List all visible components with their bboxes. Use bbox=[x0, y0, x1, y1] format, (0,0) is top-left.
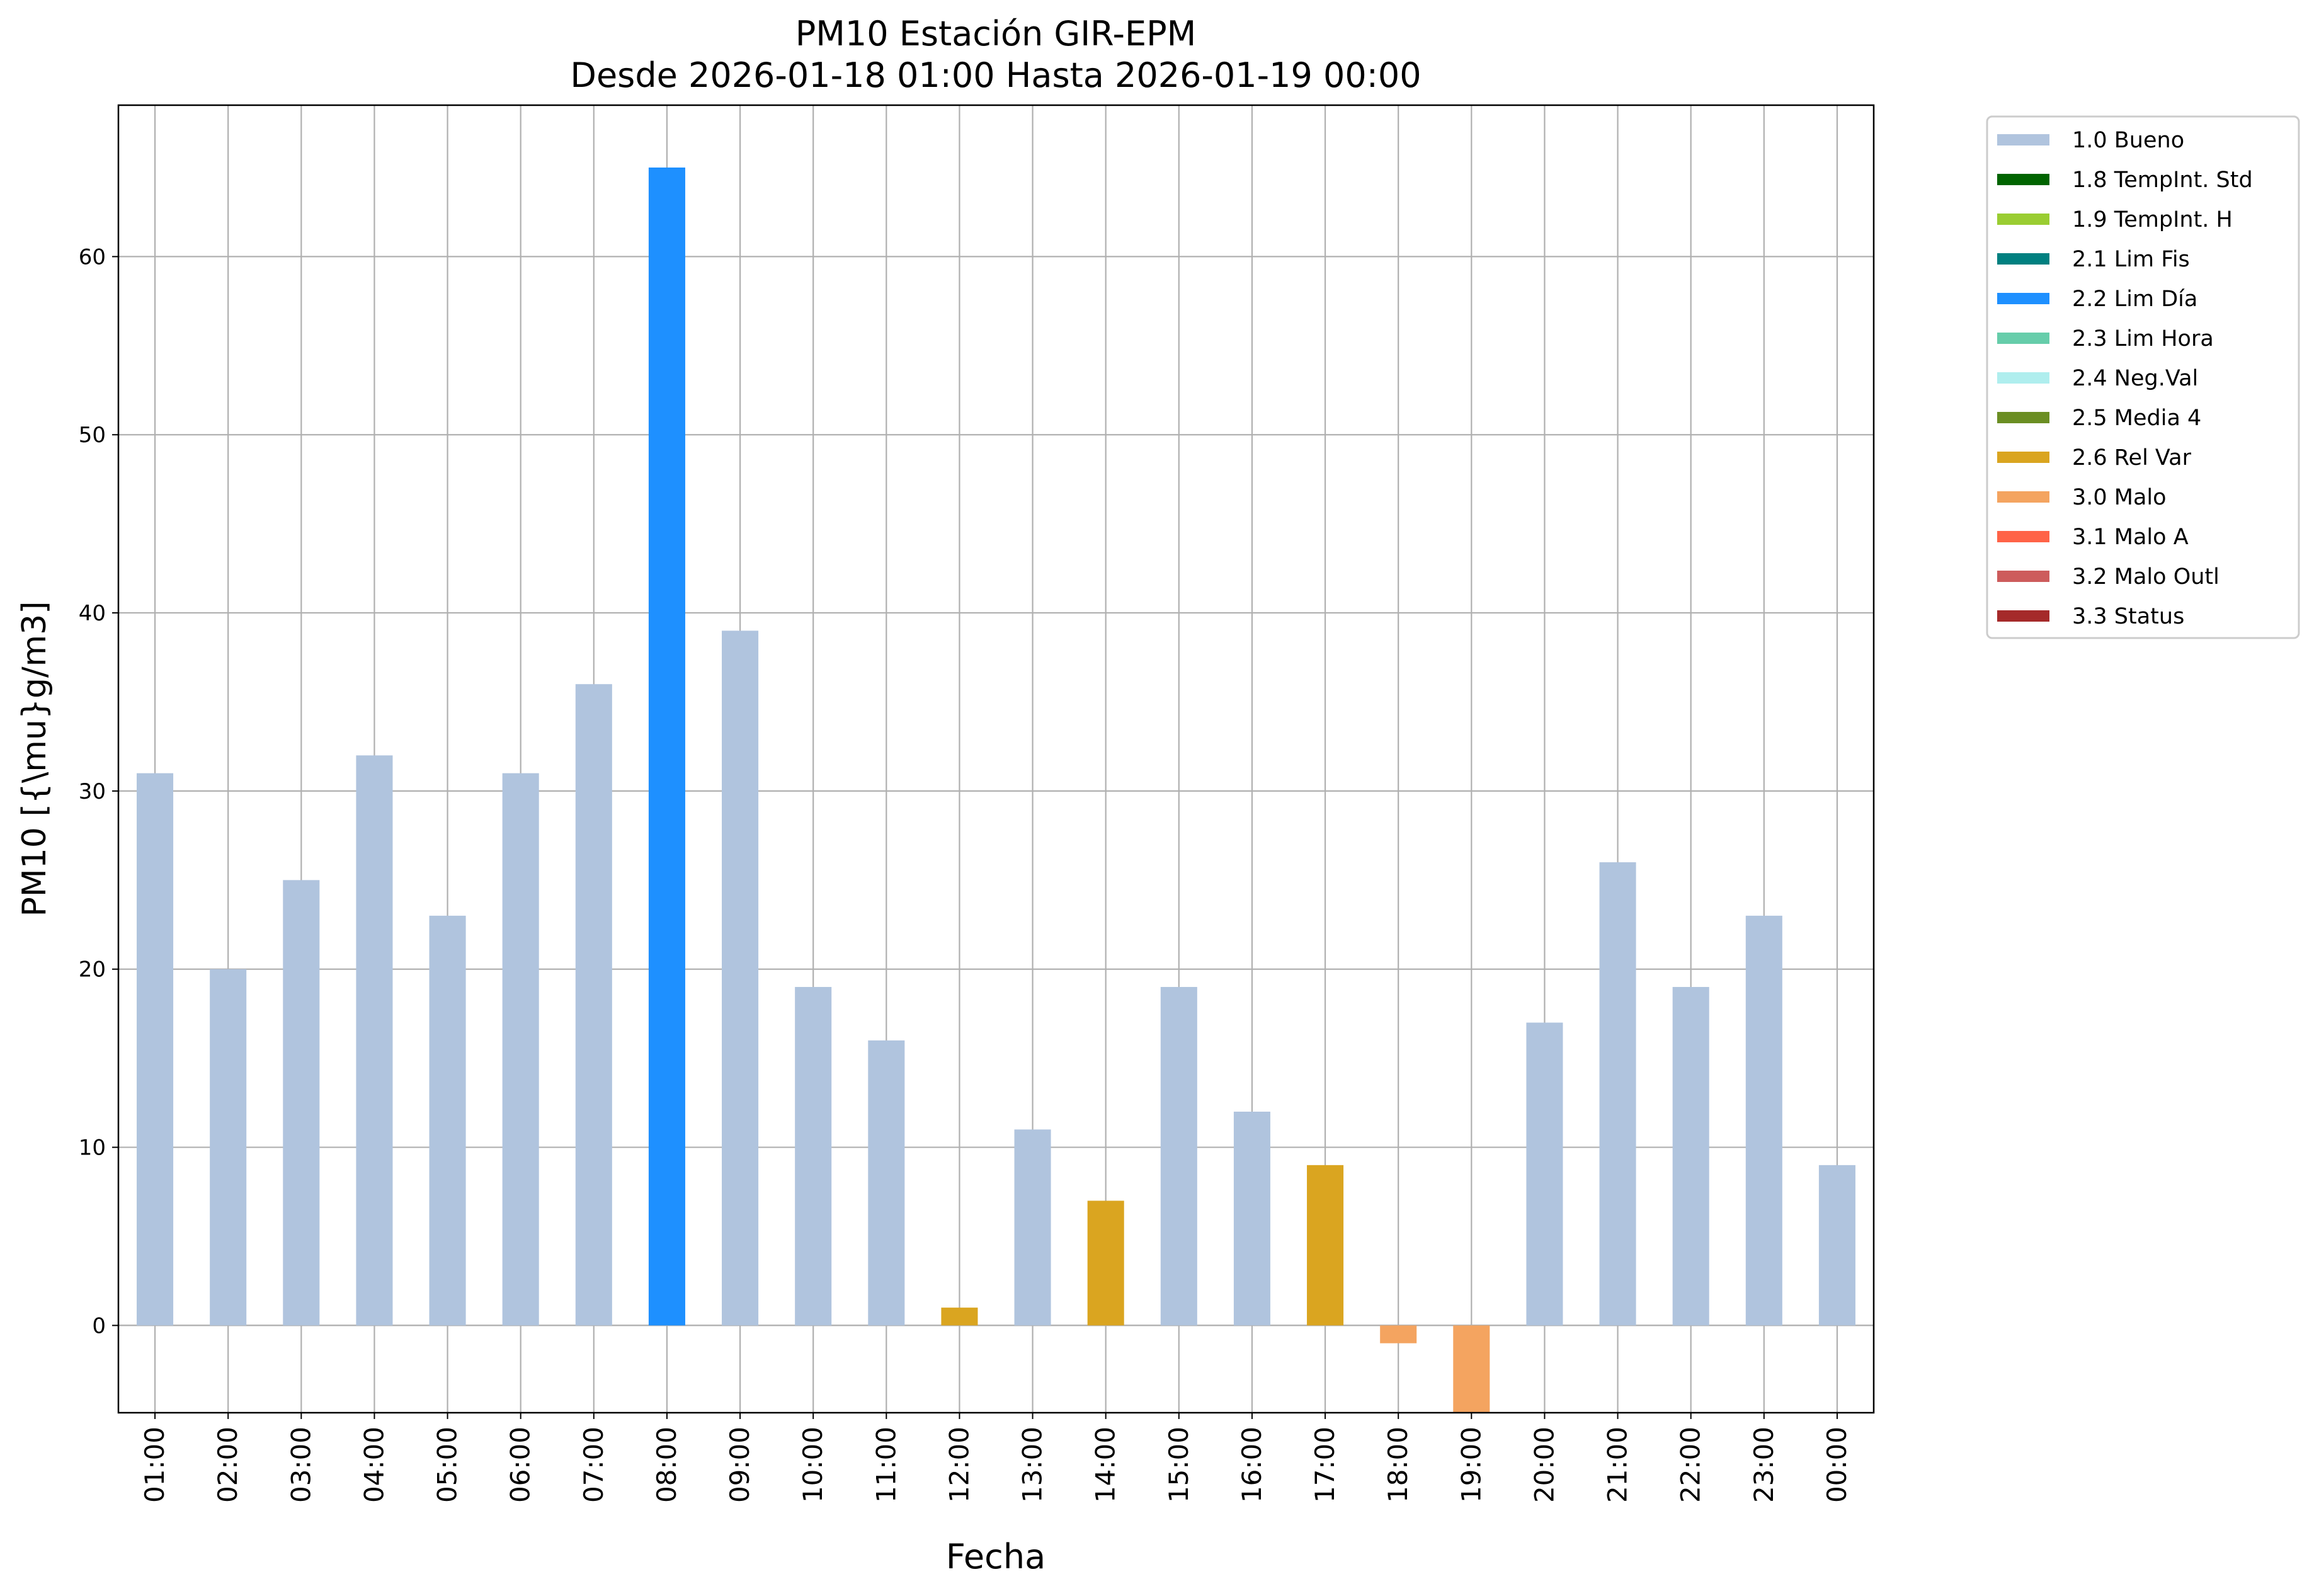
bar-0200 bbox=[210, 969, 247, 1326]
x-tick-label: 05:00 bbox=[432, 1427, 463, 1503]
bar-1700 bbox=[1307, 1165, 1344, 1326]
y-axis-label: PM10 [{\mu}g/m3] bbox=[16, 601, 54, 916]
x-tick-label: 04:00 bbox=[358, 1427, 389, 1503]
x-tick-label: 02:00 bbox=[212, 1427, 243, 1503]
legend: 1.0 Bueno 1.8 TempInt. Std 1.9 TempInt. H 2… bbox=[1986, 115, 2300, 639]
legend-swatch bbox=[1997, 253, 2049, 265]
x-axis-label: Fecha bbox=[946, 1537, 1046, 1576]
legend-label: 2.1 Lim Fis bbox=[2072, 247, 2190, 272]
legend-label: 1.9 TempInt. H bbox=[2072, 207, 2233, 232]
x-tick-label: 09:00 bbox=[724, 1427, 755, 1503]
x-tick-label: 01:00 bbox=[139, 1427, 170, 1503]
y-tick-label: 30 bbox=[79, 779, 106, 804]
x-tick-label: 00:00 bbox=[1821, 1427, 1852, 1503]
y-tick-label: 60 bbox=[79, 244, 106, 270]
bar-2100 bbox=[1599, 862, 1636, 1326]
legend-swatch bbox=[1997, 293, 2049, 304]
x-tick-label: 16:00 bbox=[1236, 1427, 1267, 1503]
x-tick-label: 08:00 bbox=[651, 1427, 682, 1503]
bar-1000 bbox=[795, 987, 832, 1326]
legend-swatch bbox=[1997, 610, 2049, 622]
x-tick-label: 15:00 bbox=[1163, 1427, 1194, 1503]
bar-1100 bbox=[868, 1040, 905, 1326]
bar-0800 bbox=[648, 167, 685, 1326]
x-tick-label: 06:00 bbox=[505, 1427, 536, 1503]
bar-0900 bbox=[722, 630, 759, 1326]
bar-1800 bbox=[1380, 1325, 1417, 1343]
legend-label: 2.6 Rel Var bbox=[2072, 445, 2192, 470]
x-tick-label: 03:00 bbox=[285, 1427, 316, 1503]
legend-swatch bbox=[1997, 452, 2049, 463]
bar-1600 bbox=[1233, 1112, 1270, 1326]
x-tick-label: 20:00 bbox=[1529, 1427, 1559, 1503]
y-tick-label: 40 bbox=[79, 601, 106, 626]
legend-swatch bbox=[1997, 214, 2049, 225]
legend-frame bbox=[1986, 115, 2300, 639]
plot-frame bbox=[117, 104, 1875, 1414]
legend-swatch bbox=[1997, 531, 2049, 542]
legend-swatch bbox=[1997, 333, 2049, 344]
x-axis-ticks: 01:00 02:00 03:00 04:00 05:00 06:00 07:00 08:00… bbox=[139, 1413, 1852, 1503]
bar-0100 bbox=[137, 773, 174, 1326]
bar-1200 bbox=[941, 1308, 978, 1326]
legend-label: 2.2 Lim Día bbox=[2072, 287, 2197, 312]
legend-swatch bbox=[1997, 491, 2049, 503]
bar-2200 bbox=[1672, 987, 1709, 1326]
x-tick-label: 11:00 bbox=[870, 1427, 901, 1503]
legend-label: 3.0 Malo bbox=[2072, 485, 2167, 510]
x-tick-label: 19:00 bbox=[1456, 1427, 1486, 1503]
y-tick-label: 20 bbox=[79, 957, 106, 983]
legend-label: 3.2 Malo Outl bbox=[2072, 564, 2219, 590]
legend-swatch bbox=[1997, 174, 2049, 185]
x-tick-label: 18:00 bbox=[1382, 1427, 1413, 1503]
legend-label: 1.0 Bueno bbox=[2072, 128, 2184, 153]
x-tick-label: 10:00 bbox=[797, 1427, 828, 1503]
y-tick-label: 0 bbox=[92, 1313, 106, 1338]
legend-swatch bbox=[1997, 134, 2049, 145]
y-axis-ticks: 0 10 20 30 40 50 60 bbox=[79, 244, 118, 1338]
legend-swatch bbox=[1997, 571, 2049, 582]
legend-swatch bbox=[1997, 372, 2049, 384]
legend-label: 2.5 Media 4 bbox=[2072, 406, 2201, 431]
x-tick-label: 07:00 bbox=[578, 1427, 609, 1503]
bar-0000 bbox=[1818, 1165, 1855, 1326]
bar-2300 bbox=[1745, 915, 1782, 1326]
bar-1900 bbox=[1453, 1325, 1490, 1413]
bars bbox=[137, 167, 1855, 1413]
bar-1500 bbox=[1160, 987, 1197, 1326]
bar-1400 bbox=[1087, 1200, 1124, 1326]
x-tick-label: 17:00 bbox=[1309, 1427, 1340, 1503]
y-tick-label: 50 bbox=[79, 423, 106, 448]
bar-0500 bbox=[429, 915, 466, 1326]
x-tick-label: 12:00 bbox=[943, 1427, 974, 1503]
legend-label: 2.4 Neg.Val bbox=[2072, 366, 2198, 391]
bar-1300 bbox=[1014, 1129, 1051, 1326]
legend-label: 3.3 Status bbox=[2072, 604, 2184, 629]
bar-0700 bbox=[575, 684, 612, 1326]
bar-0300 bbox=[283, 880, 320, 1326]
x-tick-label: 13:00 bbox=[1017, 1427, 1048, 1503]
x-tick-label: 23:00 bbox=[1748, 1427, 1779, 1503]
bar-0600 bbox=[502, 773, 539, 1326]
bar-0400 bbox=[356, 755, 393, 1326]
x-tick-label: 21:00 bbox=[1602, 1427, 1633, 1503]
x-tick-label: 14:00 bbox=[1090, 1427, 1121, 1503]
y-tick-label: 10 bbox=[79, 1136, 106, 1161]
chart-subtitle: Desde 2026-01-18 01:00 Hasta 2026-01-19 … bbox=[570, 55, 1421, 95]
legend-label: 2.3 Lim Hora bbox=[2072, 326, 2214, 351]
bar-2000 bbox=[1526, 1022, 1563, 1326]
legend-swatch bbox=[1997, 412, 2049, 423]
legend-label: 1.8 TempInt. Std bbox=[2072, 168, 2253, 193]
chart-title: PM10 Estación GIR-EPM bbox=[795, 14, 1197, 54]
x-tick-label: 22:00 bbox=[1675, 1427, 1706, 1503]
legend-label: 3.1 Malo A bbox=[2072, 525, 2189, 550]
